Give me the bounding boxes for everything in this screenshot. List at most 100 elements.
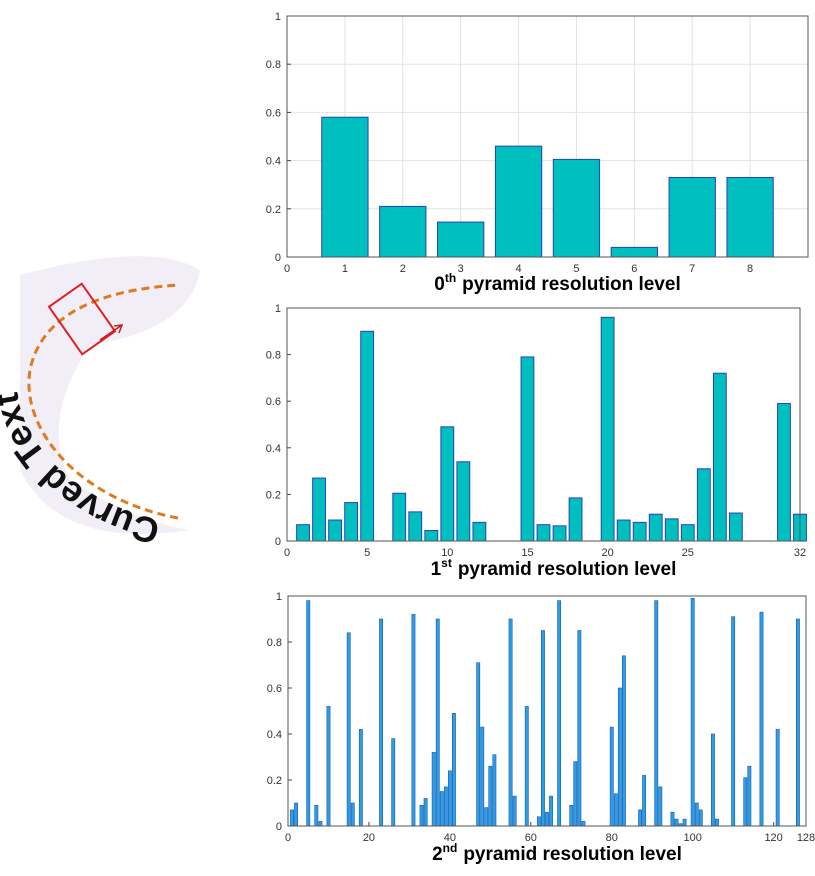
x-tick-label: 7	[689, 263, 695, 275]
x-tick-label: 15	[521, 547, 533, 559]
x-tick-label: 8	[747, 263, 753, 275]
bar	[569, 804, 574, 827]
x-tick-label: 100	[684, 832, 702, 844]
x-tick-label: 20	[363, 832, 375, 844]
bar	[573, 761, 578, 827]
bar	[549, 795, 553, 827]
title-level: 2	[432, 844, 443, 865]
bar	[743, 777, 748, 827]
title-text: pyramid resolution level	[458, 559, 677, 580]
bar	[682, 818, 687, 827]
chart-title: 2nd pyramid resolution level	[432, 841, 682, 865]
bar	[711, 733, 715, 827]
bar	[512, 795, 517, 827]
bar	[318, 821, 323, 827]
x-tick-label: 120	[764, 832, 782, 844]
bar	[379, 618, 383, 827]
bar	[541, 630, 545, 827]
illustration: Curved Text	[0, 256, 200, 553]
bar	[632, 521, 647, 542]
bar	[488, 765, 493, 827]
bar	[520, 356, 535, 542]
bar	[731, 616, 736, 827]
bar	[360, 330, 375, 542]
y-tick-label: 0.4	[266, 156, 281, 168]
background-shape	[20, 256, 200, 534]
bar	[439, 791, 444, 827]
bar	[694, 802, 699, 827]
bar	[447, 770, 452, 827]
x-tick-label: 10	[441, 547, 453, 559]
curve-path	[27, 283, 181, 520]
x-tick-label: 20	[602, 547, 614, 559]
bar	[314, 804, 319, 827]
bar	[391, 738, 396, 827]
axes-frame	[286, 307, 801, 542]
bar	[294, 802, 299, 827]
curved-text-path: Curved Text	[0, 390, 163, 552]
bar	[670, 811, 675, 827]
bar	[290, 809, 294, 827]
y-tick-label: 0.2	[267, 775, 282, 787]
curved-text: Curved Text	[0, 390, 163, 552]
bar	[350, 802, 355, 827]
bar	[609, 726, 614, 827]
title-level: 1	[431, 559, 442, 580]
bar	[296, 524, 310, 542]
x-tick-label: 6	[631, 263, 637, 275]
bar	[642, 775, 647, 827]
bar	[492, 754, 497, 827]
bar	[712, 372, 727, 542]
bar	[536, 524, 551, 542]
bar	[613, 793, 618, 827]
x-tick-label: 40	[444, 832, 456, 844]
y-tick-label: 1	[276, 591, 282, 603]
y-tick-label: 0.6	[267, 683, 282, 695]
chart-title: 0th pyramid resolution level	[434, 271, 680, 295]
x-tick-label: 32	[794, 547, 806, 559]
bar	[610, 246, 658, 258]
title-suffix: th	[445, 271, 456, 285]
y-tick-label: 0.6	[266, 107, 281, 119]
y-tick-label: 0	[275, 536, 281, 548]
bar	[557, 600, 562, 827]
x-tick-label: 5	[573, 263, 579, 275]
bar	[680, 524, 695, 542]
bar	[312, 477, 326, 542]
bar	[690, 597, 695, 827]
bar	[392, 492, 407, 542]
bar	[344, 502, 359, 542]
bar	[419, 804, 424, 827]
bar	[600, 316, 615, 542]
x-tick-label: 2	[400, 263, 406, 275]
bar	[508, 618, 513, 827]
bar	[616, 519, 631, 542]
x-tick-label: 0	[284, 263, 290, 275]
bar	[775, 729, 780, 827]
bar	[411, 614, 416, 827]
y-tick-label: 0.2	[266, 204, 281, 216]
bar	[568, 497, 583, 542]
bar	[423, 798, 428, 827]
axes-frame	[287, 595, 807, 827]
x-tick-label: 4	[515, 263, 521, 275]
y-tick-label: 1	[275, 11, 281, 23]
x-tick-label: 25	[682, 547, 694, 559]
direction-arrow	[99, 324, 124, 341]
bar	[747, 765, 752, 827]
x-tick-label: 128	[797, 832, 815, 844]
bar	[472, 521, 487, 542]
x-tick-label: 60	[525, 832, 537, 844]
bar	[728, 512, 743, 542]
bar	[443, 786, 448, 827]
bar	[524, 706, 529, 827]
y-tick-label: 0	[275, 252, 281, 264]
y-tick-label: 0.6	[266, 396, 281, 408]
bar	[777, 403, 791, 542]
bar	[552, 525, 567, 542]
bar	[621, 655, 626, 827]
bar	[476, 662, 481, 827]
bar	[674, 818, 679, 827]
bar	[664, 518, 679, 542]
